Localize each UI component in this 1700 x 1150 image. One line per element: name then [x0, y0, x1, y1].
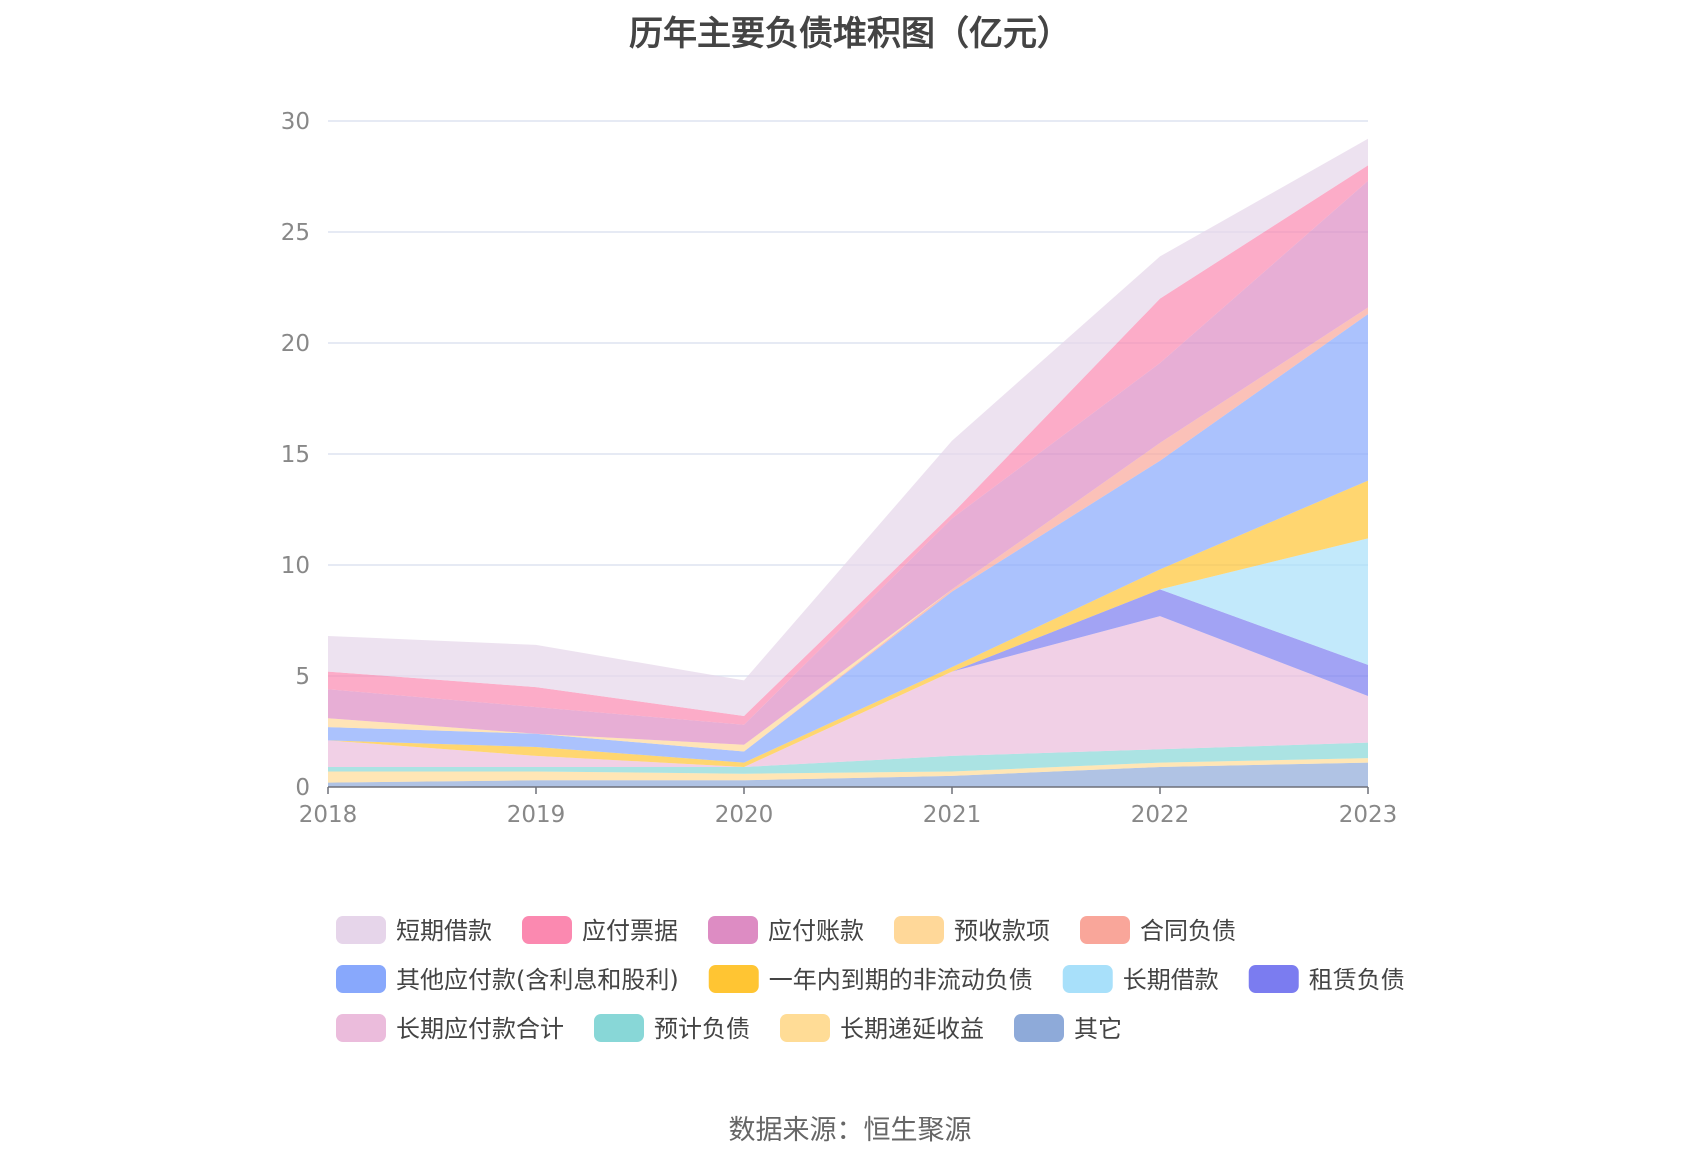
legend-item[interactable]: 应付账款: [708, 916, 864, 945]
area-series-3[interactable]: [328, 616, 1368, 767]
legend-swatch: [594, 1014, 644, 1042]
legend-item[interactable]: 合同负债: [1080, 916, 1236, 945]
legend-label: 合同负债: [1140, 917, 1236, 945]
legend-item[interactable]: 租赁负债: [1248, 965, 1405, 994]
y-tick-label: 20: [281, 331, 310, 357]
legend-swatch: [336, 1014, 386, 1042]
source-note: 数据来源：恒生聚源: [728, 1115, 972, 1146]
legend-swatch: [1062, 965, 1113, 993]
axis-layer: 0 5 10 15 20 25 30 2018 2019 2020 2021 2022 2023: [281, 109, 1398, 828]
legend-swatch: [336, 916, 386, 944]
legend-label: 短期借款: [396, 917, 492, 945]
legend-swatch: [522, 916, 572, 944]
legend-item[interactable]: 长期递延收益: [780, 1014, 984, 1043]
legend-item[interactable]: 短期借款: [336, 916, 492, 945]
legend-label: 长期借款: [1123, 966, 1219, 994]
legend-swatch: [708, 916, 758, 944]
legend-item[interactable]: 长期借款: [1062, 965, 1219, 994]
legend-swatch: [1248, 965, 1299, 993]
legend-label: 租赁负债: [1309, 966, 1405, 994]
legend-swatch: [894, 916, 944, 944]
area-series-1[interactable]: [328, 758, 1368, 783]
area-layer: [328, 138, 1368, 787]
legend-item[interactable]: 预收款项: [894, 916, 1050, 945]
area-series-12[interactable]: [328, 138, 1368, 717]
y-tick-label: 15: [281, 442, 310, 468]
legend-label: 预计负债: [654, 1015, 750, 1043]
legend-label: 长期递延收益: [840, 1015, 984, 1043]
x-tick-label: 2022: [1131, 802, 1190, 828]
legend-swatch: [336, 965, 386, 993]
y-tick-label: 10: [281, 553, 310, 579]
legend-label: 一年内到期的非流动负债: [769, 966, 1033, 994]
legend-label: 其它: [1074, 1015, 1122, 1043]
legend-swatch: [1080, 916, 1130, 944]
legend-item[interactable]: 一年内到期的非流动负债: [708, 965, 1033, 994]
y-tick-label: 30: [281, 109, 310, 135]
x-tick-label: 2020: [715, 802, 774, 828]
area-series-10[interactable]: [328, 180, 1368, 745]
legend-item[interactable]: 其他应付款(含利息和股利): [336, 965, 679, 994]
legend-swatch: [708, 965, 759, 993]
x-tick-label: 2021: [923, 802, 982, 828]
legend-label: 应付票据: [582, 917, 678, 945]
legend-label: 长期应付款合计: [396, 1015, 564, 1043]
y-tick-label: 25: [281, 220, 310, 246]
area-series-0[interactable]: [328, 762, 1368, 787]
legend-swatch: [780, 1014, 830, 1042]
x-tick-label: 2023: [1339, 802, 1398, 828]
legend-swatch: [1014, 1014, 1064, 1042]
legend-label: 应付账款: [768, 917, 864, 945]
legend-item[interactable]: 其它: [1014, 1014, 1122, 1043]
legend-label: 预收款项: [954, 917, 1050, 945]
legend-item[interactable]: 应付票据: [522, 916, 678, 945]
x-tick-label: 2019: [507, 802, 566, 828]
area-series-7[interactable]: [328, 314, 1368, 763]
legend-item[interactable]: 长期应付款合计: [336, 1014, 564, 1043]
y-tick-label: 0: [295, 775, 310, 801]
chart-title: 历年主要负债堆积图（亿元）: [629, 14, 1071, 54]
legend-item[interactable]: 预计负债: [594, 1014, 750, 1043]
y-tick-label: 5: [295, 664, 310, 690]
area-series-2[interactable]: [328, 742, 1368, 774]
legend-label: 其他应付款(含利息和股利): [396, 966, 679, 994]
x-tick-label: 2018: [299, 802, 358, 828]
